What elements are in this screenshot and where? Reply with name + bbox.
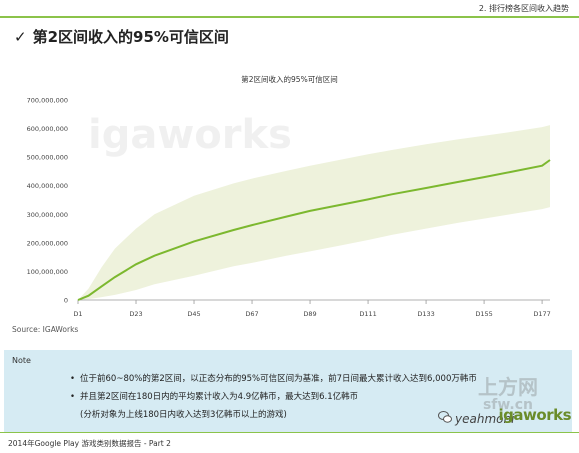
footer-rule [0,432,579,433]
note-line: (分析对象为上线180日内收入达到3亿韩币以上的游戏) [70,408,287,420]
x-tick-label: D133 [417,310,434,318]
checkmark-icon: ✓ [14,27,27,46]
note-text: (分析对象为上线180日内收入达到3亿韩币以上的游戏) [80,410,287,420]
slide-title: ✓ 第2区间收入的95%可信区间 [14,26,229,47]
note-text: 并且第2区间在180日内的平均累计收入为4.9亿韩币，最大达到6.1亿韩币 [80,392,359,402]
chart-watermark: igaworks [88,112,292,158]
y-tick-label: 200,000,000 [27,239,68,247]
chart-title: 第2区间收入的95%可信区间 [241,75,338,84]
y-tick-label: 700,000,000 [27,97,68,105]
note-box: Note • 位于前60~80%的第2区间，以正态分布的95%可信区间为基准，前7… [4,350,572,432]
top-bar: 2. 排行榜各区间收入趋势 [0,0,579,18]
bullet-icon: • [70,374,76,384]
x-tick-label: D23 [129,310,142,318]
confidence-band [78,125,550,300]
app-watermark: yeahmobi [455,412,515,426]
section-tag: 2. 排行榜各区间收入趋势 [478,4,569,13]
x-tick-label: D45 [187,310,200,318]
note-line: • 并且第2区间在180日内的平均累计收入为4.9亿韩币，最大达到6.1亿韩币 [70,390,358,402]
footer-text: 2014年Google Play 游戏类别数据报告 - Part 2 [8,439,171,448]
x-tick-label: D155 [475,310,492,318]
y-tick-label: 400,000,000 [27,182,68,190]
y-tick-label: 600,000,000 [27,125,68,133]
site-watermark-name: 上方网 [478,375,538,399]
y-tick-label: 300,000,000 [27,211,68,219]
x-tick-label: D177 [533,310,550,318]
bullet-icon: • [70,392,76,402]
x-tick-label: D111 [359,310,376,318]
top-rule [0,16,579,18]
note-text: 位于前60~80%的第2区间，以正态分布的95%可信区间为基准，前7日间最大累计… [80,374,477,384]
y-tick-label: 500,000,000 [27,154,68,162]
site-watermark-url: sfw.cn [482,397,534,413]
y-tick-label: 0 [64,297,68,305]
y-tick-label: 100,000,000 [27,268,68,276]
wechat-icon [438,411,452,423]
x-tick-label: D67 [245,310,258,318]
x-tick-label: D89 [303,310,316,318]
series-line [77,159,551,301]
note-label: Note [12,356,31,365]
site-watermark: 上方网 sfw.cn [478,375,538,414]
x-tick-label: D1 [73,310,82,318]
note-line: • 位于前60~80%的第2区间，以正态分布的95%可信区间为基准，前7日间最大累… [70,372,477,384]
footer: 2014年Google Play 游戏类别数据报告 - Part 2 [0,432,579,453]
slide-title-text: 第2区间收入的95%可信区间 [32,28,229,46]
source-text: Source: IGAWorks [12,325,79,334]
brand-logo: igaworks [498,406,572,424]
